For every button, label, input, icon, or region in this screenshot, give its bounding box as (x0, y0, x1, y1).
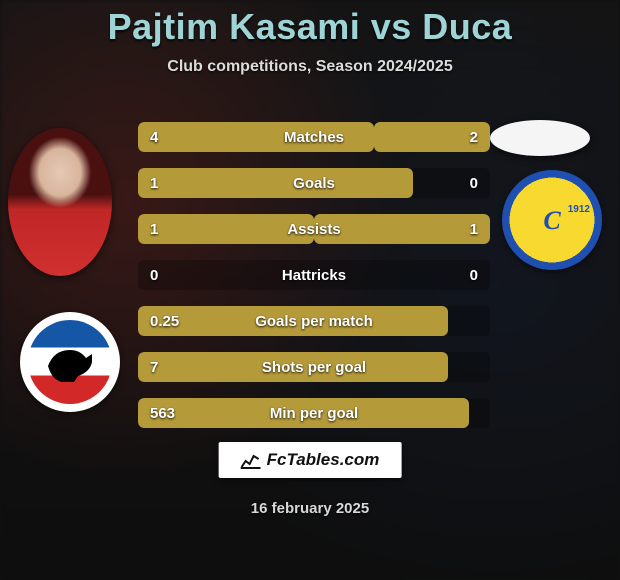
stats-container: 42Matches10Goals11Assists00Hattricks0.25… (138, 122, 490, 444)
stat-value-right: 0 (434, 267, 490, 284)
stat-value-right: 0 (434, 175, 490, 192)
page-title: Pajtim Kasami vs Duca (0, 6, 620, 48)
site-badge: FcTables.com (219, 442, 402, 478)
club-right-year: 1912 (568, 204, 590, 215)
stat-value-left: 4 (138, 129, 194, 146)
stage: Pajtim Kasami vs Duca Club competitions,… (0, 0, 620, 580)
stat-value-left: 563 (138, 405, 194, 422)
stat-value-right: 2 (434, 129, 490, 146)
stat-value-left: 7 (138, 359, 194, 376)
stat-value-left: 1 (138, 175, 194, 192)
stat-row: 0.25Goals per match (138, 306, 490, 336)
stat-value-right: 1 (434, 221, 490, 238)
site-logo-icon (241, 451, 261, 469)
stat-value-left: 0 (138, 267, 194, 284)
player-right-avatar (490, 120, 590, 156)
stat-row: 10Goals (138, 168, 490, 198)
stat-value-left: 0.25 (138, 313, 194, 330)
club-right-monogram-icon: C (527, 195, 577, 245)
club-left-silhouette-icon (40, 332, 100, 392)
stat-row: 7Shots per goal (138, 352, 490, 382)
club-right-crest: C 1912 (502, 170, 602, 270)
player-left-avatar-fill (8, 128, 112, 276)
player-left-avatar (8, 128, 112, 276)
club-left-crest (20, 312, 120, 412)
subtitle: Club competitions, Season 2024/2025 (0, 58, 620, 76)
stat-row: 563Min per goal (138, 398, 490, 428)
svg-text:C: C (543, 206, 561, 235)
stat-row: 00Hattricks (138, 260, 490, 290)
date-text: 16 february 2025 (0, 500, 620, 517)
stat-value-left: 1 (138, 221, 194, 238)
stat-row: 42Matches (138, 122, 490, 152)
stat-row: 11Assists (138, 214, 490, 244)
site-badge-text: FcTables.com (267, 450, 380, 470)
